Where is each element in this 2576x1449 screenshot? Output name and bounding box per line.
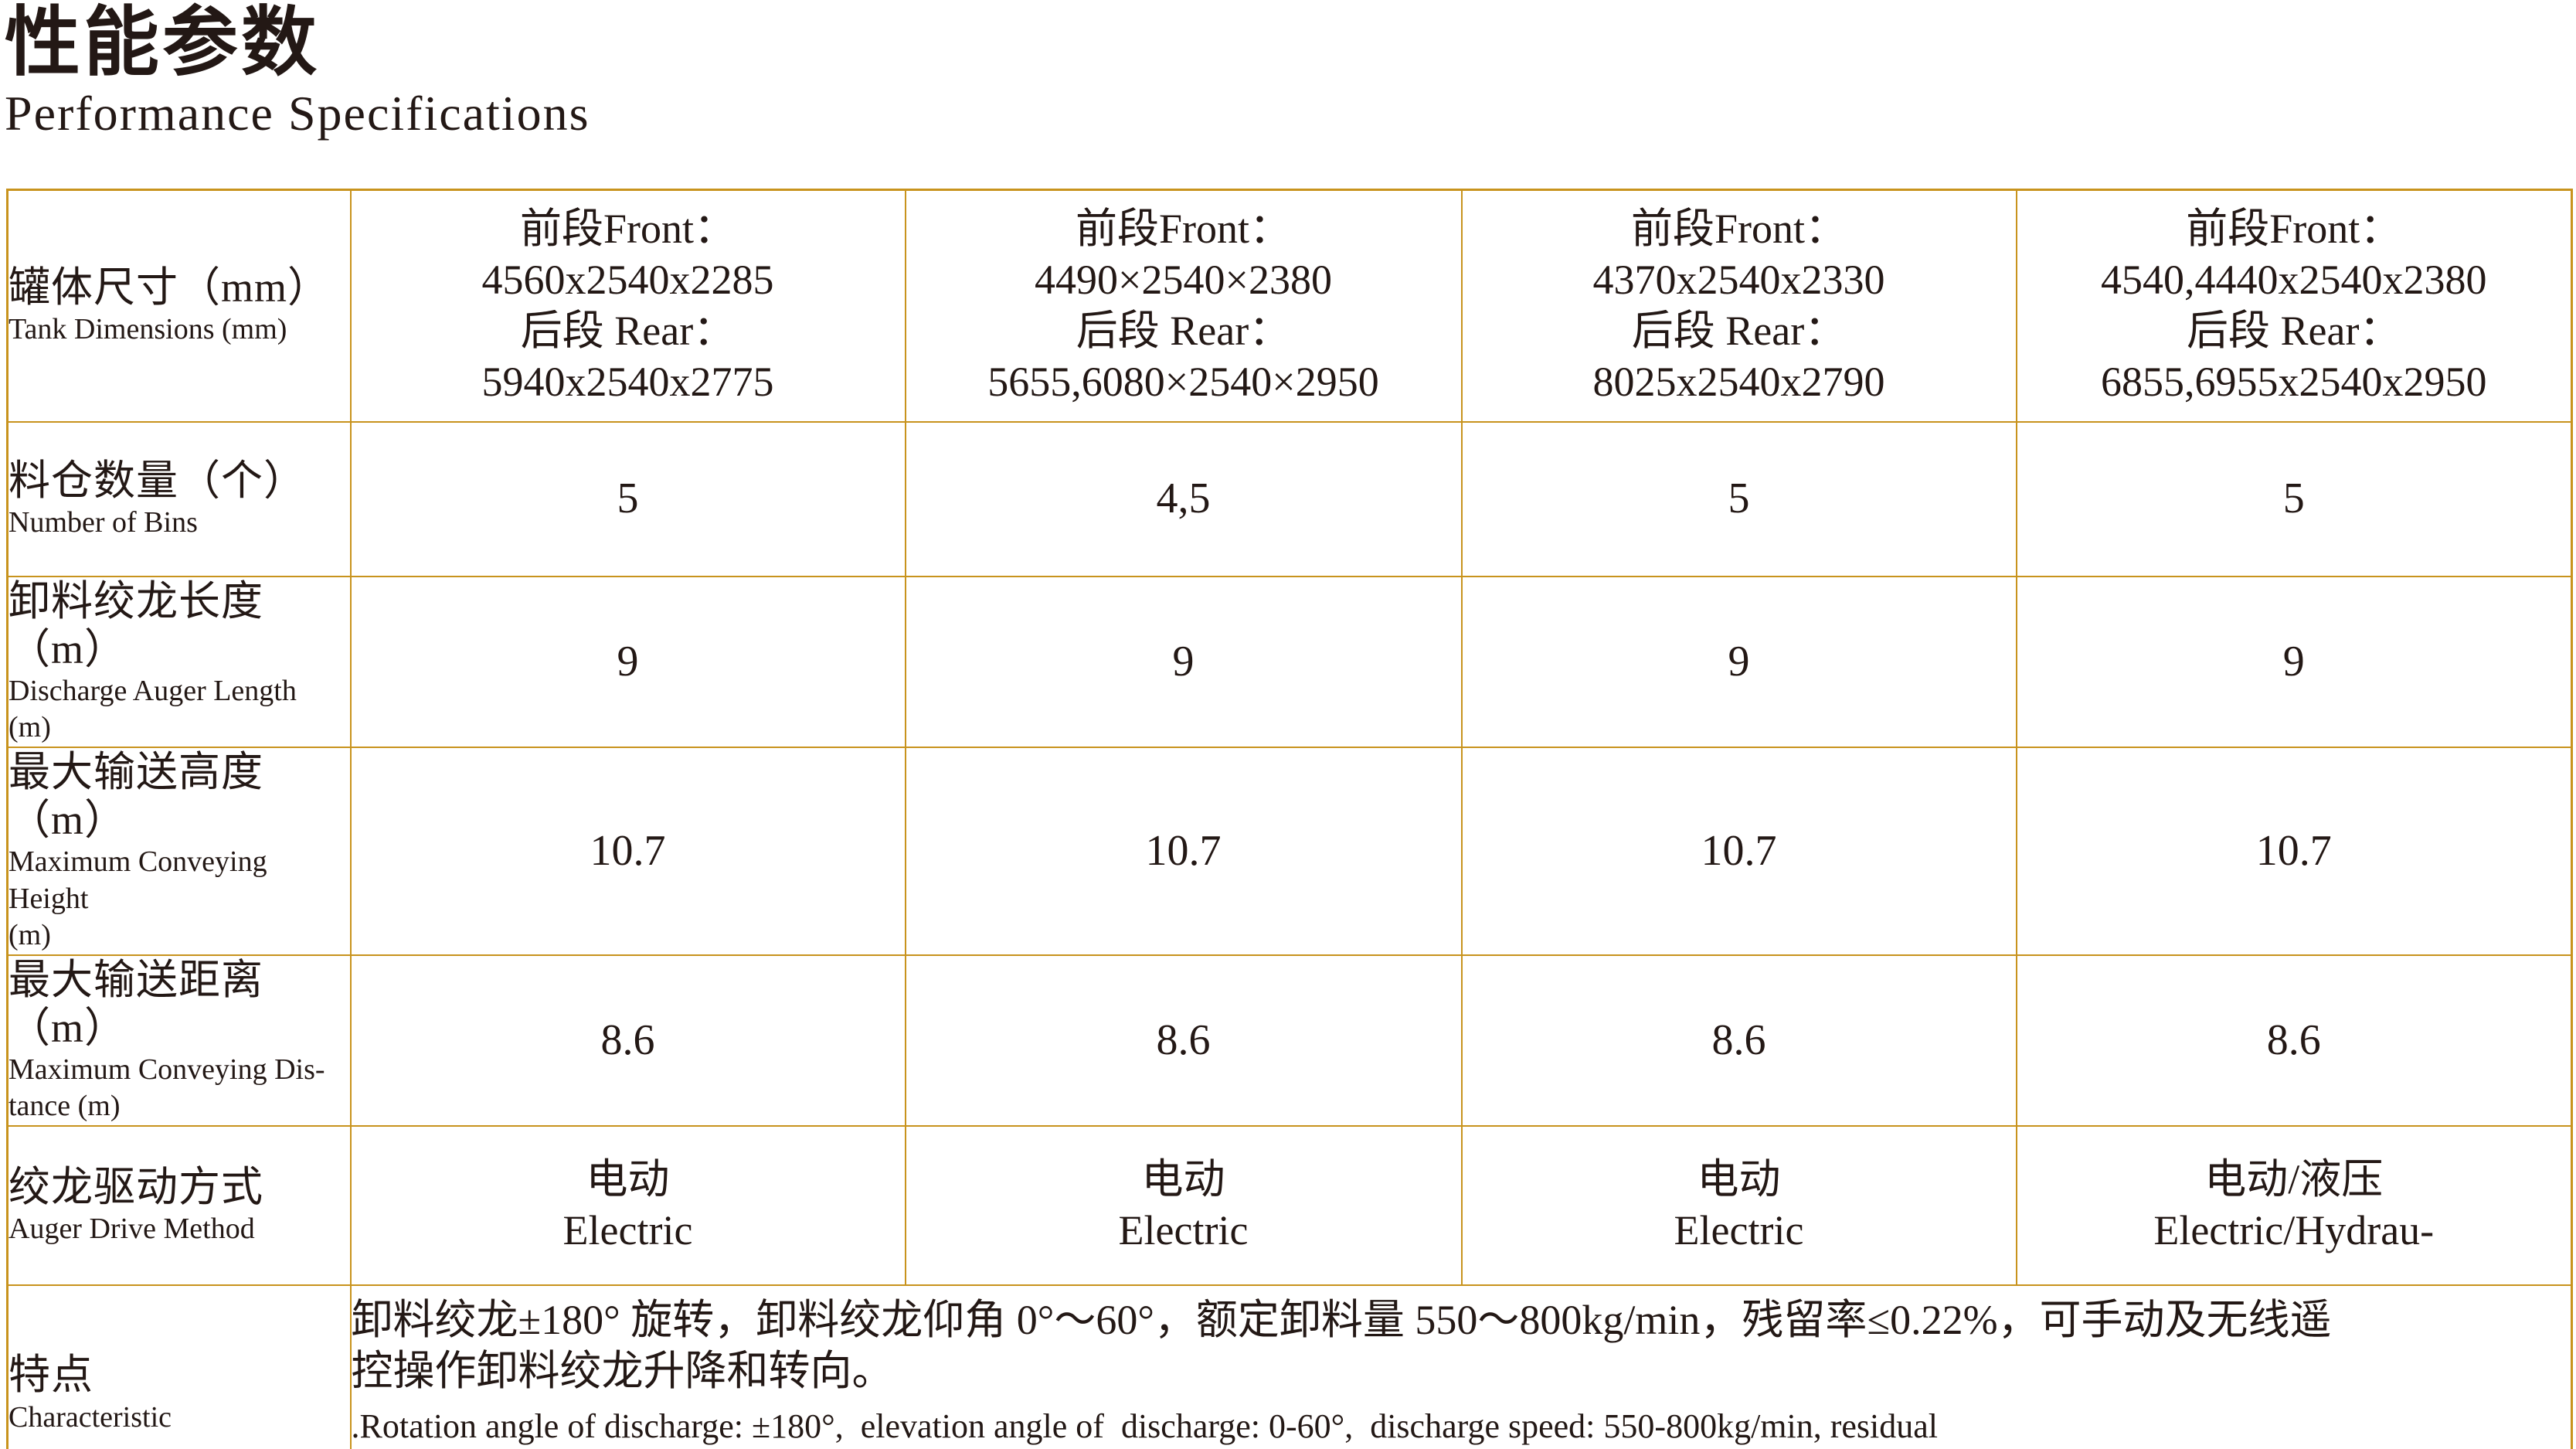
cell-value: 5 [2282,474,2305,523]
cell-value: 9 [1728,638,1750,686]
cell-value: 9 [1172,638,1195,686]
cell-auger-length-model4: 9 [2015,575,2573,748]
row-label-en: Auger Drive Method [8,1213,255,1245]
row-label-en: Discharge Auger Length (m) [8,674,297,744]
row-header-conveying-distance: 最大输送距离（m） Maximum Conveying Dis- tance (… [6,954,352,1127]
row-header-characteristic: 特点 Characteristic [6,1284,352,1449]
page-title-en: Performance Specifications [5,85,590,141]
row-label-en: Number of Bins [8,505,198,539]
cell-value: 电动/液压 Electric/Hydrau- [2153,1155,2435,1253]
row-label-en: Maximum Conveying Height (m) [8,845,267,952]
cell-tank-dimensions-model1: 前段Front： 4560x2540x2285 后段 Rear： 5940x25… [349,189,906,423]
cell-drive-method-model3: 电动 Electric [1460,1124,2017,1286]
cell-value: 5 [1728,474,1750,523]
cell-value: 电动 Electric [1118,1155,1249,1253]
cell-conveying-distance-model2: 8.6 [904,954,1463,1127]
cell-bins-model3: 5 [1460,420,2017,577]
row-label-zh: 罐体尺寸（mm） [8,264,331,311]
row-label-en: Maximum Conveying Dis- tance (m) [8,1053,325,1123]
cell-conveying-height-model3: 10.7 [1460,746,2017,956]
cell-value: 10.7 [2255,827,2332,876]
row-label-zh: 特点 [8,1352,93,1399]
cell-auger-length-model3: 9 [1460,575,2017,748]
table-row-conveying-height: 最大输送高度（m） Maximum Conveying Height (m) 1… [6,746,2573,956]
table-row-auger-length: 卸料绞龙长度（m） Discharge Auger Length (m) 9 9… [6,575,2573,748]
cell-characteristic-text: 卸料绞龙±180° 旋转，卸料绞龙仰角 0°～60°，额定卸料量 550～800… [349,1284,2573,1449]
cell-value: 10.7 [1701,827,1777,876]
cell-conveying-distance-model1: 8.6 [349,954,906,1127]
cell-value: 8.6 [2266,1015,2321,1064]
cell-tank-dimensions-model2: 前段Front： 4490×2540×2380 后段 Rear： 5655,60… [904,189,1463,423]
row-header-auger-length: 卸料绞龙长度（m） Discharge Auger Length (m) [6,575,352,748]
row-header-tank-dimensions: 罐体尺寸（mm） Tank Dimensions (mm) [6,189,352,423]
cell-conveying-distance-model4: 8.6 [2015,954,2573,1127]
cell-bins-model2: 4,5 [904,420,1463,577]
row-label-zh: 卸料绞龙长度（m） [8,577,263,672]
characteristic-text-zh: 卸料绞龙±180° 旋转，卸料绞龙仰角 0°～60°，额定卸料量 550～800… [351,1297,2332,1394]
cell-conveying-height-model1: 10.7 [349,746,906,956]
cell-value: 10.7 [590,827,666,876]
page-title-zh: 性能参数 [5,2,321,85]
cell-conveying-distance-model3: 8.6 [1460,954,2017,1127]
table-row-tank-dimensions: 罐体尺寸（mm） Tank Dimensions (mm) 前段Front： 4… [6,189,2573,423]
cell-value: 9 [617,638,639,686]
cell-value: 4,5 [1156,474,1211,523]
cell-bins-model4: 5 [2015,420,2573,577]
cell-auger-length-model1: 9 [349,575,906,748]
table-row-conveying-distance: 最大输送距离（m） Maximum Conveying Dis- tance (… [6,954,2573,1127]
cell-value: 电动 Electric [562,1155,693,1253]
cell-conveying-height-model4: 10.7 [2015,746,2573,956]
cell-value: 前段Front： 4370x2540x2330 后段 Rear： 8025x25… [1592,206,1885,405]
cell-value: 8.6 [1156,1015,1211,1064]
row-label-zh: 绞龙驱动方式 [8,1163,263,1210]
cell-value: 前段Front： 4490×2540×2380 后段 Rear： 5655,60… [987,206,1379,405]
table-row-characteristic: 特点 Characteristic 卸料绞龙±180° 旋转，卸料绞龙仰角 0°… [6,1284,2573,1449]
cell-tank-dimensions-model4: 前段Front： 4540,4440x2540x2380 后段 Rear： 68… [2015,189,2573,423]
row-label-en: Tank Dimensions (mm) [8,313,287,346]
cell-drive-method-model2: 电动 Electric [904,1124,1463,1286]
row-label-zh: 最大输送高度（m） [8,748,263,843]
row-label-en: Characteristic [8,1400,172,1434]
row-header-number-of-bins: 料仓数量（个） Number of Bins [6,420,352,577]
characteristic-text-en: .Rotation angle of discharge: ±180°, ele… [351,1406,1939,1445]
cell-value: 前段Front： 4540,4440x2540x2380 后段 Rear： 68… [2101,206,2487,405]
cell-auger-length-model2: 9 [904,575,1463,748]
row-header-auger-drive-method: 绞龙驱动方式 Auger Drive Method [6,1124,352,1286]
cell-value: 10.7 [1145,827,1222,876]
row-label-zh: 最大输送距离（m） [8,956,263,1051]
cell-value: 前段Front： 4560x2540x2285 后段 Rear： 5940x25… [481,206,774,405]
table-row-auger-drive-method: 绞龙驱动方式 Auger Drive Method 电动 Electric 电动… [6,1124,2573,1286]
cell-value: 8.6 [600,1015,655,1064]
cell-conveying-height-model2: 10.7 [904,746,1463,956]
table-row-number-of-bins: 料仓数量（个） Number of Bins 5 4,5 5 5 [6,420,2573,577]
cell-value: 电动 Electric [1674,1155,1804,1253]
row-label-zh: 料仓数量（个） [8,457,306,504]
cell-value: 5 [617,474,639,523]
cell-drive-method-model4: 电动/液压 Electric/Hydrau- [2015,1124,2573,1286]
performance-spec-table: 罐体尺寸（mm） Tank Dimensions (mm) 前段Front： 4… [6,189,2573,1449]
cell-value: 9 [2282,638,2305,686]
row-header-conveying-height: 最大输送高度（m） Maximum Conveying Height (m) [6,746,352,956]
cell-tank-dimensions-model3: 前段Front： 4370x2540x2330 后段 Rear： 8025x25… [1460,189,2017,423]
cell-value: 8.6 [1711,1015,1766,1064]
cell-bins-model1: 5 [349,420,906,577]
cell-drive-method-model1: 电动 Electric [349,1124,906,1286]
